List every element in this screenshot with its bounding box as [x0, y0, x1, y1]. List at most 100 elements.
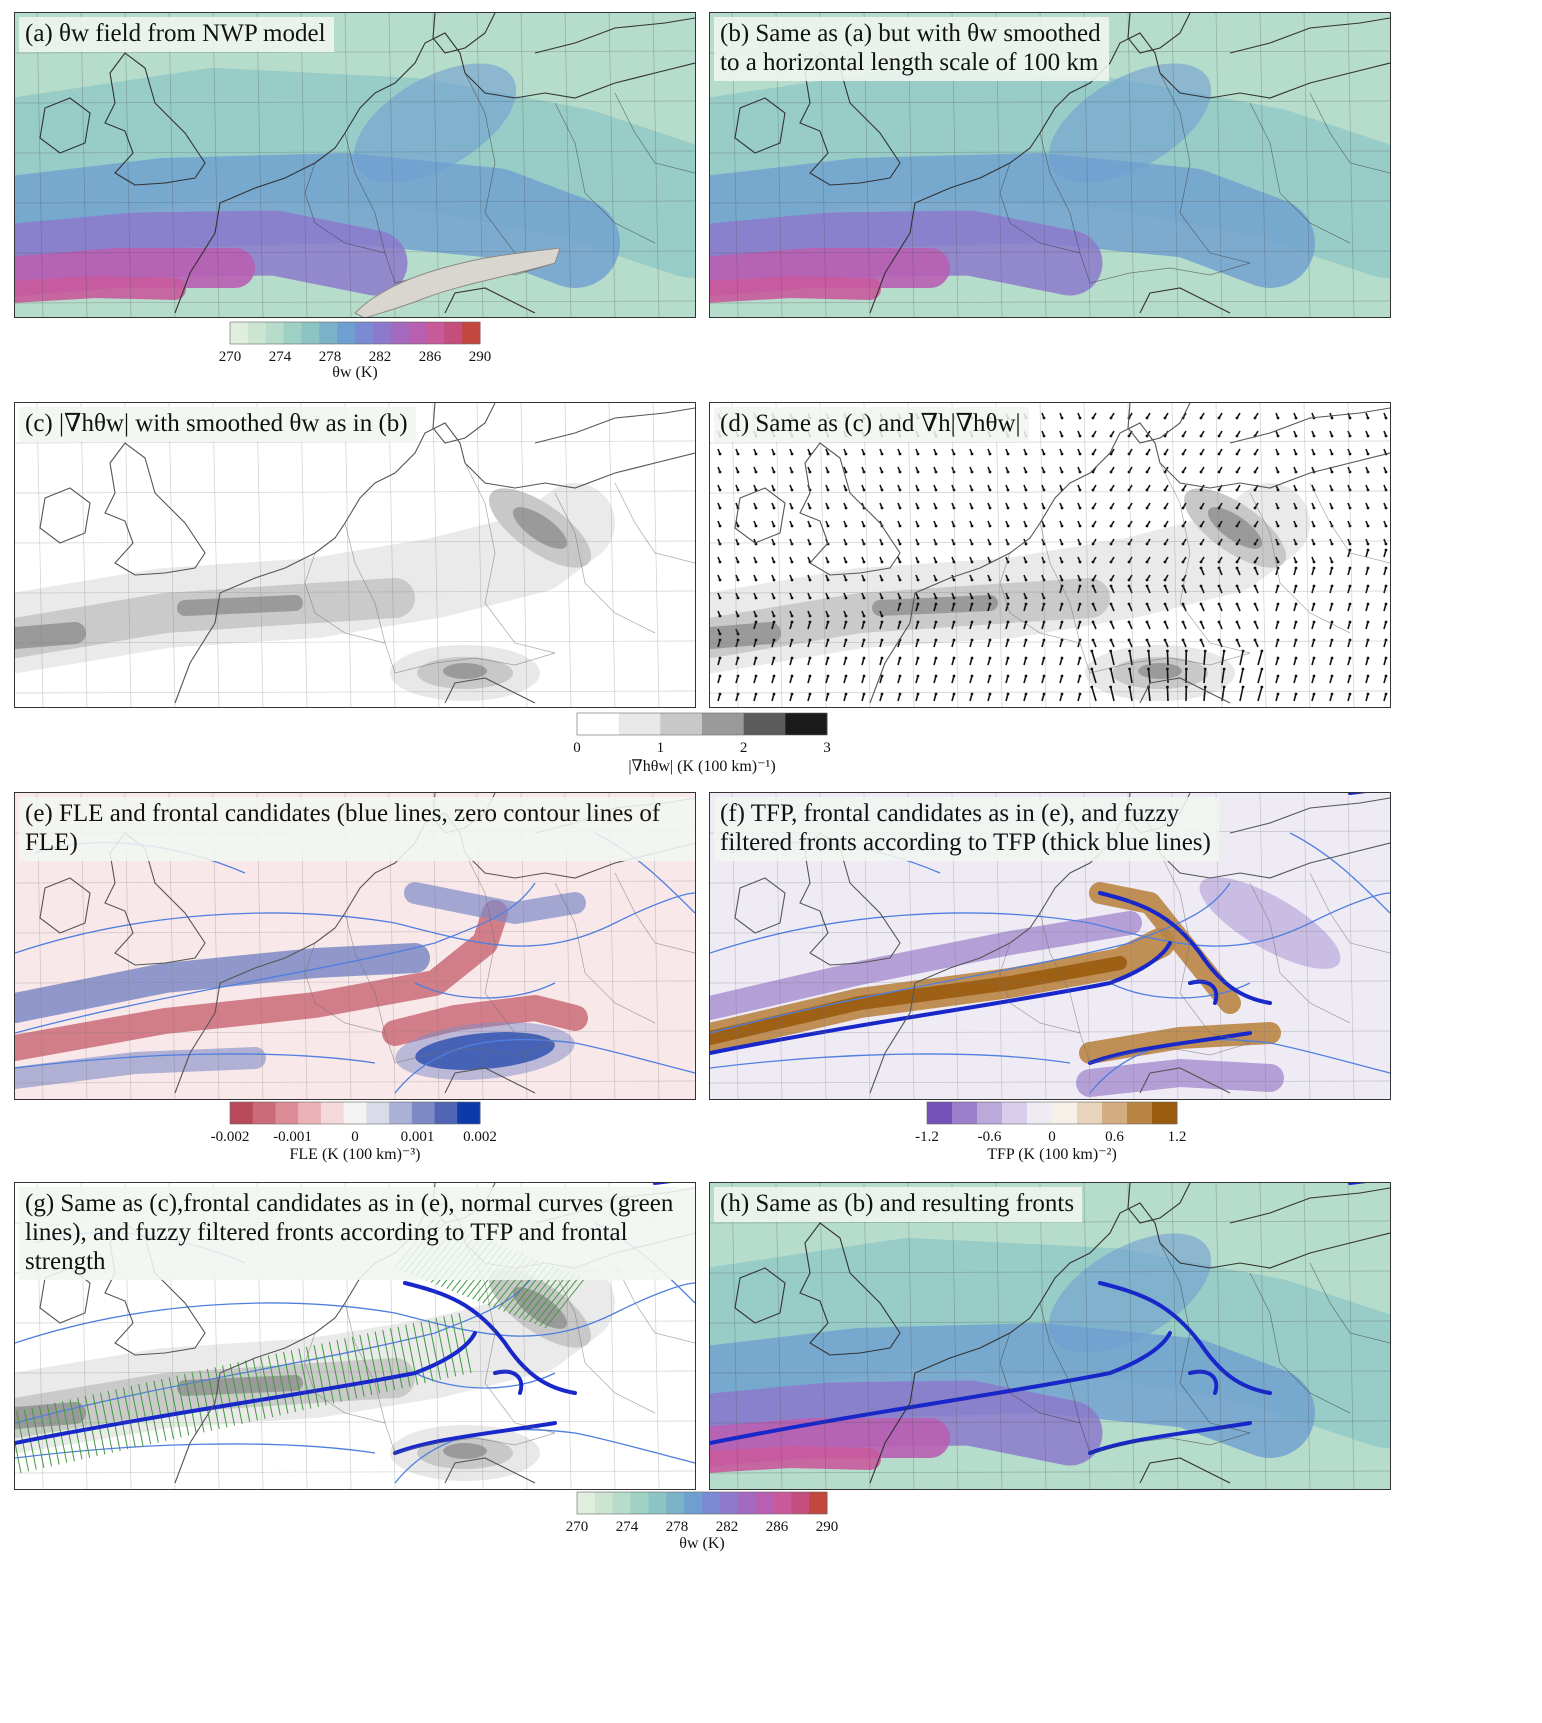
arrow-head [736, 614, 740, 618]
arrow-head [1091, 506, 1095, 510]
arrow-head [1060, 416, 1064, 420]
arrow-head [898, 542, 902, 546]
arrow-head [1312, 506, 1316, 510]
normal-curve [138, 1384, 152, 1445]
arrow-head [988, 656, 992, 660]
arrow-head [1127, 620, 1131, 624]
arrow-head [1109, 584, 1113, 588]
colorbar-swatch [389, 1102, 413, 1124]
arrow-head [772, 452, 776, 456]
normal-curve [328, 1341, 342, 1402]
arrow-head [880, 614, 884, 618]
arrow-head [1366, 524, 1370, 528]
normal-curve [305, 1346, 319, 1407]
gradient-arrow [1147, 650, 1151, 666]
colorbar-tick-label: 270 [566, 1519, 589, 1535]
arrow-head [790, 506, 794, 510]
arrow-head [1127, 506, 1131, 510]
normal-curve [168, 1377, 182, 1438]
gradient-arrow [1091, 668, 1097, 684]
arrow-head [1348, 548, 1352, 552]
arrow-head [1330, 692, 1334, 696]
arrow-head [844, 638, 848, 642]
map-h [710, 1183, 1390, 1489]
arrow-head [736, 542, 740, 546]
arrow-head [970, 542, 974, 546]
arrow-head [1078, 506, 1082, 510]
arrow-head [790, 674, 794, 678]
arrow-head [880, 578, 884, 582]
normal-curve [366, 1333, 380, 1394]
arrow-head [1181, 506, 1185, 510]
arrow-head [988, 452, 992, 456]
arrow-head [1217, 524, 1221, 528]
normal-curve [435, 1317, 449, 1379]
arrow-head [1145, 506, 1149, 510]
normal-curve [321, 1343, 335, 1404]
arrow-head [1276, 620, 1280, 624]
colorbar-tick-label: 290 [469, 349, 492, 365]
colorbar-swatch [977, 1102, 1003, 1124]
arrow-head [988, 524, 992, 528]
colorbar-swatch [702, 1492, 721, 1514]
arrow-head [1024, 470, 1028, 474]
gradient-arrow [1109, 650, 1115, 666]
normal-curve [153, 1380, 167, 1441]
gradient-arrow [1203, 686, 1206, 702]
arrow-head [1276, 560, 1280, 564]
colorbar-swatch [719, 1492, 739, 1514]
arrow-head [1024, 488, 1028, 492]
arrow-head [718, 470, 722, 474]
arrow-head [1366, 506, 1370, 510]
arrow-head [1235, 560, 1239, 564]
arrow-head [1330, 620, 1334, 624]
arrow-head [1163, 506, 1167, 510]
colorbar-tick-label: 290 [816, 1519, 839, 1535]
colorbar-swatch [1077, 1102, 1103, 1124]
arrow-head [1127, 542, 1131, 546]
gradient-arrow [1203, 668, 1206, 684]
arrow-head [1253, 638, 1257, 642]
field-band [15, 276, 186, 303]
arrow-head [970, 578, 974, 582]
coastlines [39, 403, 695, 704]
arrow-head [970, 692, 974, 696]
arrow-head [1078, 560, 1082, 564]
coastlines [734, 403, 1390, 704]
arrow-head [1147, 649, 1150, 653]
country-borders [304, 852, 695, 1064]
arrow-head [952, 620, 956, 624]
arrow-head [862, 578, 866, 582]
normal-curve [275, 1353, 289, 1414]
arrow-head [1078, 656, 1082, 660]
field-blob [353, 63, 517, 183]
arrow-head [1235, 506, 1239, 510]
arrow-head [1163, 584, 1167, 588]
arrow-head [826, 656, 830, 660]
colorbar-tick-label: 286 [766, 1519, 789, 1535]
arrow-head [1312, 656, 1316, 660]
arrow-head [772, 488, 776, 492]
arrow-head [1024, 620, 1028, 624]
arrow-head [1312, 638, 1316, 642]
arrow-head [1366, 620, 1370, 624]
arrow-head [1253, 488, 1257, 492]
arrow-head [808, 692, 812, 696]
arrow-head [1253, 602, 1257, 606]
arrow-head [1078, 524, 1082, 528]
normal-curve [382, 1329, 396, 1391]
arrow-head [880, 470, 884, 474]
arrow-head [1024, 560, 1028, 564]
field-band [710, 210, 1103, 296]
arrow-head [1024, 452, 1028, 456]
arrow-head [1060, 560, 1064, 564]
colorbar-swatch [1102, 1102, 1128, 1124]
colorbar-swatch [457, 1102, 481, 1124]
arrow-head [898, 620, 902, 624]
colorbar-swatch [434, 1102, 458, 1124]
arrow-head [754, 506, 758, 510]
arrow-head [1181, 542, 1185, 546]
arrow-head [916, 638, 920, 642]
arrow-head [718, 452, 722, 456]
arrow-head [916, 542, 920, 546]
